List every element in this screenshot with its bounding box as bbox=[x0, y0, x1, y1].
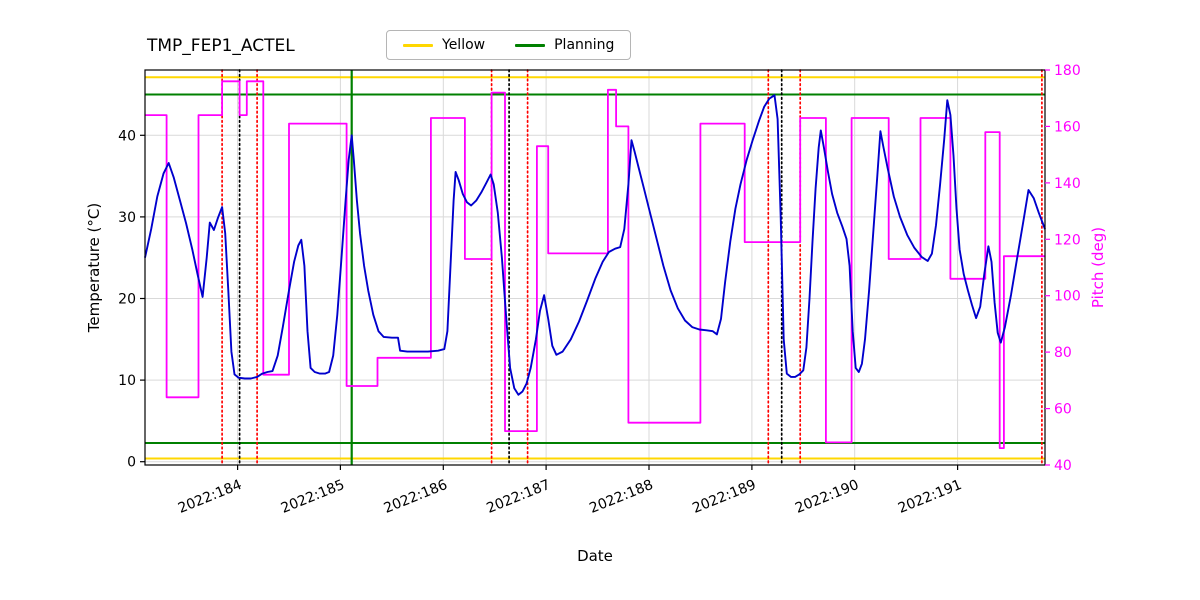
y-left-tick-label: 20 bbox=[118, 292, 136, 308]
temperature-series bbox=[144, 94, 1046, 396]
y-right-tick-label: 40 bbox=[1054, 458, 1072, 474]
legend-item-planning: Planning bbox=[515, 37, 614, 53]
y-left-ticks: 0 10 20 30 40 bbox=[118, 128, 145, 471]
x-tick-label: 2022:184 bbox=[176, 477, 244, 517]
x-axis-label: Date bbox=[577, 547, 613, 565]
y-right-tick-label: 180 bbox=[1054, 63, 1081, 79]
limit-lines bbox=[145, 76, 1045, 460]
y-left-tick-label: 30 bbox=[118, 210, 136, 226]
x-tick-label: 2022:186 bbox=[382, 477, 450, 517]
x-tick-label: 2022:191 bbox=[896, 477, 964, 517]
x-axis-ticks: 2022:184 2022:185 2022:186 2022:187 2022:188… bbox=[176, 465, 964, 517]
event-lines bbox=[221, 69, 1043, 466]
y-right-tick-label: 120 bbox=[1054, 232, 1081, 248]
x-tick-label: 2022:190 bbox=[793, 477, 861, 517]
pitch-series bbox=[145, 80, 1045, 449]
plot-border bbox=[144, 69, 1046, 466]
legend-label-planning: Planning bbox=[554, 37, 615, 53]
gridlines bbox=[145, 70, 1045, 465]
y-right-tick-label: 160 bbox=[1054, 119, 1081, 135]
x-tick-label: 2022:187 bbox=[484, 477, 552, 517]
y-right-axis-label: Pitch (deg) bbox=[1089, 227, 1107, 308]
y-right-tick-label: 60 bbox=[1054, 402, 1072, 418]
y-right-tick-label: 100 bbox=[1054, 289, 1081, 305]
x-tick-label: 2022:189 bbox=[690, 477, 758, 517]
legend-label-yellow: Yellow bbox=[442, 37, 486, 53]
y-right-tick-label: 80 bbox=[1054, 345, 1072, 361]
legend: Yellow Planning bbox=[386, 30, 632, 60]
y-left-axis-label: Temperature (°C) bbox=[85, 203, 103, 333]
chart-title: TMP_FEP1_ACTEL bbox=[147, 36, 295, 56]
planning-line-sample bbox=[515, 43, 546, 47]
x-tick-label: 2022:188 bbox=[587, 477, 655, 517]
legend-item-yellow: Yellow bbox=[403, 37, 485, 53]
y-right-tick-label: 140 bbox=[1054, 176, 1081, 192]
y-left-tick-label: 40 bbox=[118, 128, 136, 144]
y-right-ticks: 40 60 80 100 120 140 160 180 bbox=[1045, 63, 1081, 474]
y-left-tick-label: 0 bbox=[127, 455, 136, 471]
y-left-tick-label: 10 bbox=[118, 373, 136, 389]
x-tick-label: 2022:185 bbox=[279, 477, 347, 517]
yellow-line-sample bbox=[403, 43, 433, 47]
